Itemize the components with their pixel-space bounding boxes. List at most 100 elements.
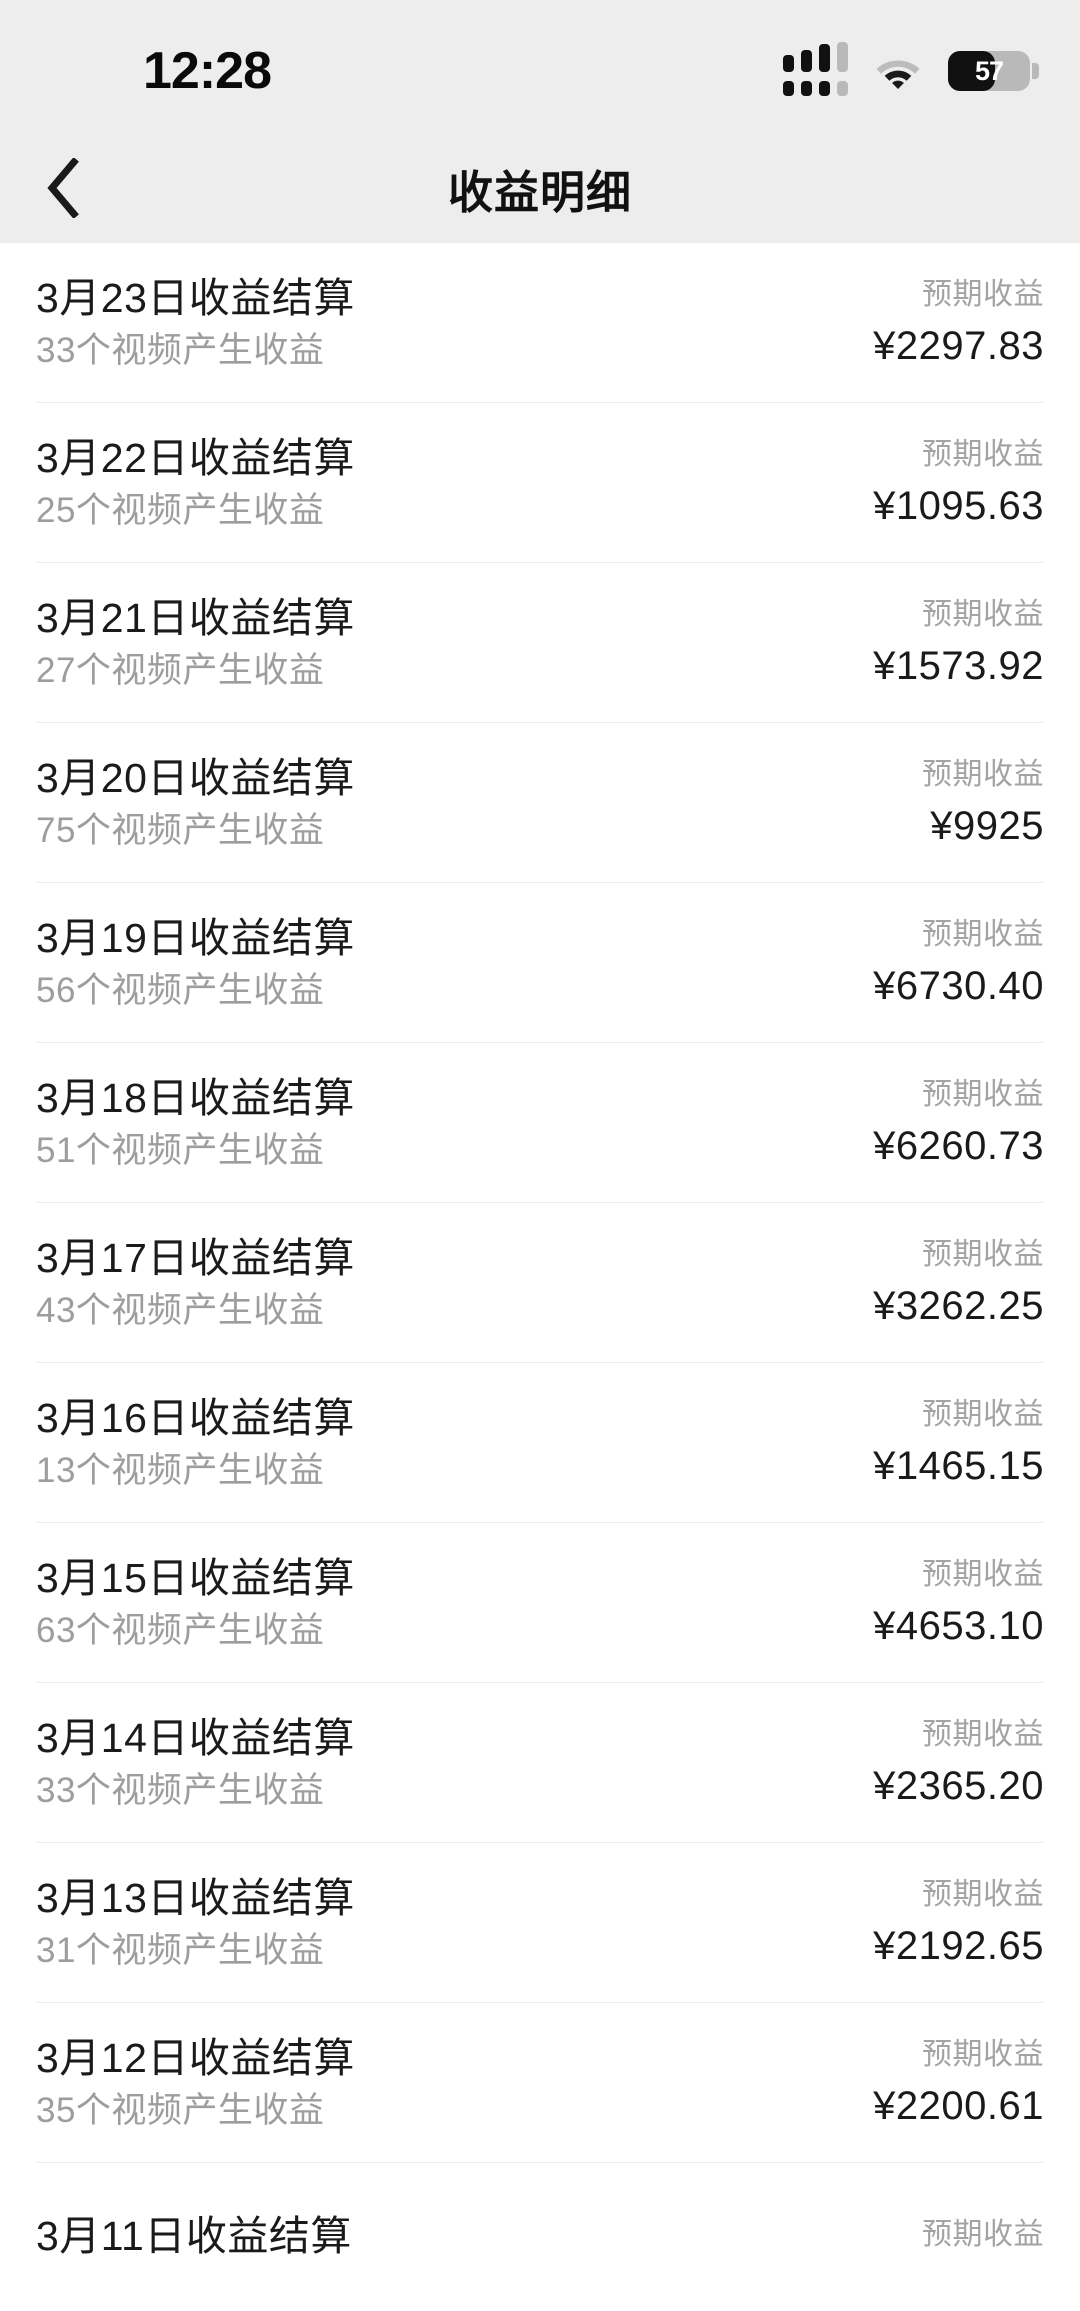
earnings-row-main: 3月23日收益结算 33个视频产生收益 [36,275,355,370]
nav-bar: 收益明细 [0,133,1080,243]
expected-earnings-label: 预期收益 [922,1078,1044,1111]
earnings-row[interactable]: 3月12日收益结算 35个视频产生收益 预期收益 ¥2200.61 [0,2003,1080,2163]
earnings-row-value: 预期收益 ¥4653.10 [873,1558,1044,1648]
expected-earnings-label: 预期收益 [922,598,1044,631]
earnings-row-title: 3月11日收益结算 [36,2212,352,2259]
earnings-row-main: 3月21日收益结算 27个视频产生收益 [36,595,355,690]
expected-earnings-label: 预期收益 [922,918,1044,951]
expected-earnings-label: 预期收益 [922,1398,1044,1431]
earnings-amount: ¥9925 [930,804,1044,848]
earnings-row-main: 3月20日收益结算 75个视频产生收益 [36,755,355,850]
earnings-row-title: 3月18日收益结算 [36,1075,355,1121]
earnings-row[interactable]: 3月19日收益结算 56个视频产生收益 预期收益 ¥6730.40 [0,883,1080,1043]
expected-earnings-label: 预期收益 [922,278,1044,311]
earnings-amount: ¥2200.61 [873,2084,1044,2128]
back-button[interactable] [30,155,96,221]
earnings-amount: ¥6730.40 [873,964,1044,1008]
earnings-row-value: 预期收益 ¥3262.25 [873,1238,1044,1328]
earnings-row-main: 3月18日收益结算 51个视频产生收益 [36,1075,355,1170]
earnings-row-main: 3月14日收益结算 33个视频产生收益 [36,1715,355,1810]
earnings-row-subtitle: 27个视频产生收益 [36,651,325,690]
earnings-row-title: 3月17日收益结算 [36,1235,355,1281]
earnings-row-main: 3月22日收益结算 25个视频产生收益 [36,435,355,530]
earnings-row-title: 3月16日收益结算 [36,1395,355,1441]
earnings-row-main: 3月19日收益结算 56个视频产生收益 [36,915,355,1010]
earnings-row-value: 预期收益 ¥1465.15 [873,1398,1044,1488]
earnings-amount: ¥6260.73 [873,1124,1044,1168]
earnings-amount: ¥1573.92 [873,644,1044,688]
chevron-left-icon [45,158,81,218]
expected-earnings-label: 预期收益 [922,2038,1044,2071]
earnings-row-subtitle: 31个视频产生收益 [36,1931,325,1970]
earnings-row-subtitle: 33个视频产生收益 [36,1771,325,1810]
earnings-row-title: 3月14日收益结算 [36,1715,355,1761]
battery-cap [1032,63,1039,79]
battery-icon: 57 [948,51,1039,91]
earnings-list[interactable]: 3月23日收益结算 33个视频产生收益 预期收益 ¥2297.83 3月22日收益结算 2… [0,243,1080,2311]
earnings-row[interactable]: 3月23日收益结算 33个视频产生收益 预期收益 ¥2297.83 [0,243,1080,403]
earnings-row-subtitle: 13个视频产生收益 [36,1451,325,1490]
earnings-amount: ¥2297.83 [873,324,1044,368]
earnings-row-subtitle: 25个视频产生收益 [36,491,325,530]
earnings-row-value: 预期收益 ¥2200.61 [873,2038,1044,2128]
earnings-amount: ¥1465.15 [873,1444,1044,1488]
earnings-row-main: 3月13日收益结算 31个视频产生收益 [36,1875,355,1970]
earnings-row-value: 预期收益 ¥2297.83 [873,278,1044,368]
status-bar: 12:28 57 [0,0,1080,133]
page-title: 收益明细 [447,166,632,218]
expected-earnings-label: 预期收益 [922,2218,1044,2251]
earnings-row-subtitle: 35个视频产生收益 [36,2091,325,2130]
earnings-row-subtitle: 75个视频产生收益 [36,811,325,850]
earnings-row-title: 3月13日收益结算 [36,1875,355,1921]
earnings-amount: ¥2192.65 [873,1924,1044,1968]
earnings-row-value: 预期收益 ¥2365.20 [873,1718,1044,1808]
earnings-row[interactable]: 3月20日收益结算 75个视频产生收益 预期收益 ¥9925 [0,723,1080,883]
expected-earnings-label: 预期收益 [922,1718,1044,1751]
earnings-row-subtitle: 51个视频产生收益 [36,1131,325,1170]
earnings-row-main: 3月11日收益结算 [36,2212,352,2271]
earnings-row[interactable]: 3月13日收益结算 31个视频产生收益 预期收益 ¥2192.65 [0,1843,1080,2003]
earnings-amount: ¥2365.20 [873,1764,1044,1808]
earnings-row-subtitle: 43个视频产生收益 [36,1291,325,1330]
earnings-row-subtitle: 56个视频产生收益 [36,971,325,1010]
earnings-amount: ¥4653.10 [873,1604,1044,1648]
earnings-row[interactable]: 3月11日收益结算 预期收益 [0,2163,1080,2311]
earnings-row-main: 3月17日收益结算 43个视频产生收益 [36,1235,355,1330]
earnings-row-main: 3月16日收益结算 13个视频产生收益 [36,1395,355,1490]
earnings-row-title: 3月21日收益结算 [36,595,355,641]
earnings-row-subtitle: 63个视频产生收益 [36,1611,325,1650]
expected-earnings-label: 预期收益 [922,1238,1044,1271]
earnings-row-title: 3月20日收益结算 [36,755,355,801]
earnings-row[interactable]: 3月21日收益结算 27个视频产生收益 预期收益 ¥1573.92 [0,563,1080,723]
battery-percent: 57 [974,56,1004,86]
earnings-amount: ¥3262.25 [873,1284,1044,1328]
earnings-row[interactable]: 3月17日收益结算 43个视频产生收益 预期收益 ¥3262.25 [0,1203,1080,1363]
wifi-icon [874,53,922,89]
earnings-row[interactable]: 3月15日收益结算 63个视频产生收益 预期收益 ¥4653.10 [0,1523,1080,1683]
earnings-row[interactable]: 3月16日收益结算 13个视频产生收益 预期收益 ¥1465.15 [0,1363,1080,1523]
expected-earnings-label: 预期收益 [922,1558,1044,1591]
earnings-row-value: 预期收益 ¥2192.65 [873,1880,1044,1968]
earnings-row-title: 3月23日收益结算 [36,275,355,321]
earnings-row-value: 预期收益 ¥1095.63 [873,440,1044,528]
earnings-amount: ¥1095.63 [873,484,1044,528]
earnings-row[interactable]: 3月14日收益结算 33个视频产生收益 预期收益 ¥2365.20 [0,1683,1080,1843]
battery-fill [948,51,995,91]
earnings-row-main: 3月12日收益结算 35个视频产生收益 [36,2035,355,2130]
earnings-row-main: 3月15日收益结算 63个视频产生收益 [36,1555,355,1650]
earnings-row-value: 预期收益 ¥6260.73 [873,1078,1044,1168]
earnings-row-title: 3月19日收益结算 [36,915,355,961]
earnings-row-value: 预期收益 ¥9925 [922,758,1044,848]
earnings-row-value: 预期收益 ¥6730.40 [873,918,1044,1008]
earnings-row-value: 预期收益 ¥1573.92 [873,598,1044,688]
earnings-row[interactable]: 3月22日收益结算 25个视频产生收益 预期收益 ¥1095.63 [0,403,1080,563]
earnings-row-subtitle: 33个视频产生收益 [36,331,325,370]
earnings-row-title: 3月22日收益结算 [36,435,355,481]
earnings-row[interactable]: 3月18日收益结算 51个视频产生收益 预期收益 ¥6260.73 [0,1043,1080,1203]
cellular-signal-icon [783,42,848,96]
expected-earnings-label: 预期收益 [922,758,1044,791]
earnings-row-title: 3月12日收益结算 [36,2035,355,2081]
earnings-row-title: 3月15日收益结算 [36,1555,355,1601]
earnings-row-value: 预期收益 [922,2220,1044,2266]
